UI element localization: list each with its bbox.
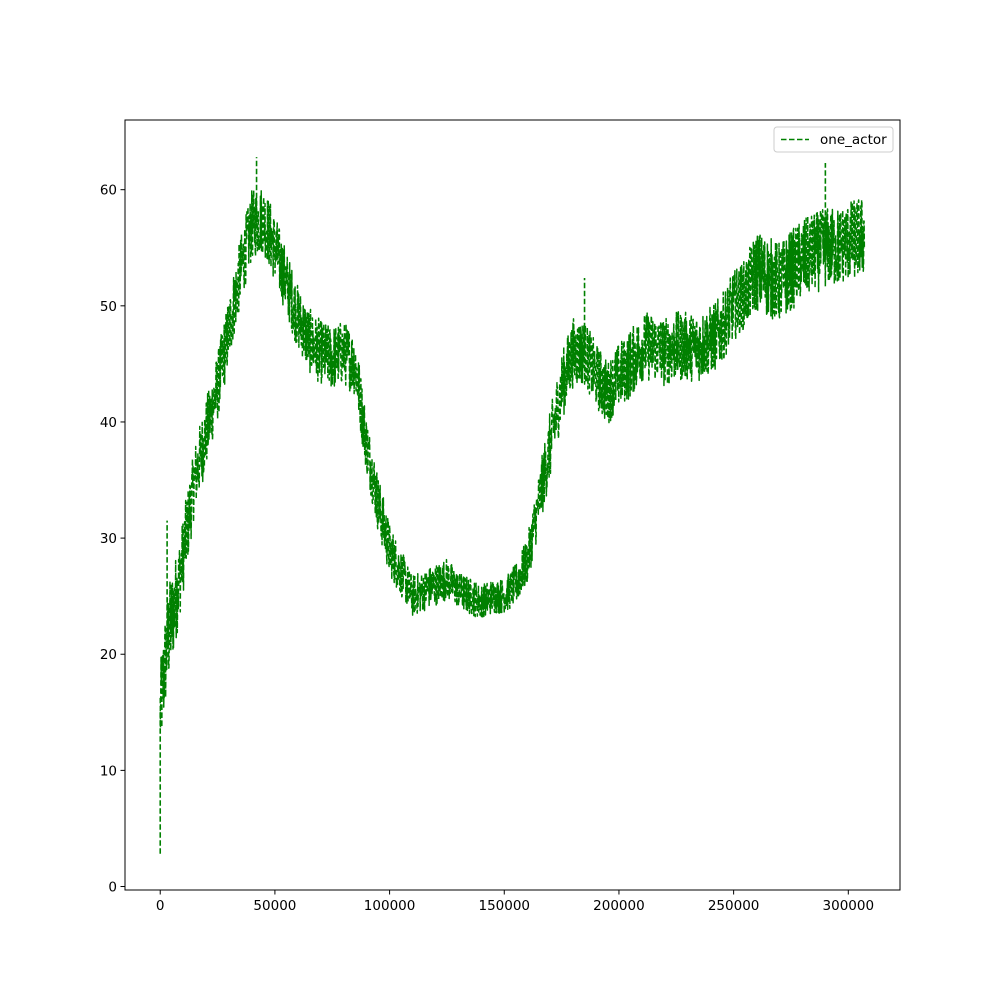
x-tick-label: 200000	[593, 898, 645, 914]
x-tick-label: 100000	[364, 898, 416, 914]
y-tick-label: 30	[100, 531, 117, 547]
legend-box	[773, 126, 894, 153]
legend: one_actor	[773, 126, 894, 153]
x-tick-label: 150000	[478, 898, 530, 914]
axes-frame	[124, 119, 901, 891]
x-axis: 0 50000 100000 150000 200000 250000 300000	[156, 890, 874, 914]
y-tick-label: 10	[100, 763, 117, 779]
x-tick-label: 0	[156, 898, 165, 914]
y-tick-label: 50	[100, 299, 117, 315]
legend-label: one_actor	[820, 132, 887, 148]
x-tick-label: 250000	[708, 898, 760, 914]
x-tick-label: 300000	[823, 898, 875, 914]
plot-area	[159, 157, 866, 856]
x-tick-label: 50000	[253, 898, 296, 914]
y-tick-label: 40	[100, 415, 117, 431]
y-axis: 0 10 20 30 40 50 60	[100, 183, 125, 896]
y-tick-label: 60	[100, 183, 117, 199]
y-tick-label: 20	[100, 647, 117, 663]
y-tick-label: 0	[108, 880, 117, 896]
series-line-one-actor	[159, 189, 866, 729]
